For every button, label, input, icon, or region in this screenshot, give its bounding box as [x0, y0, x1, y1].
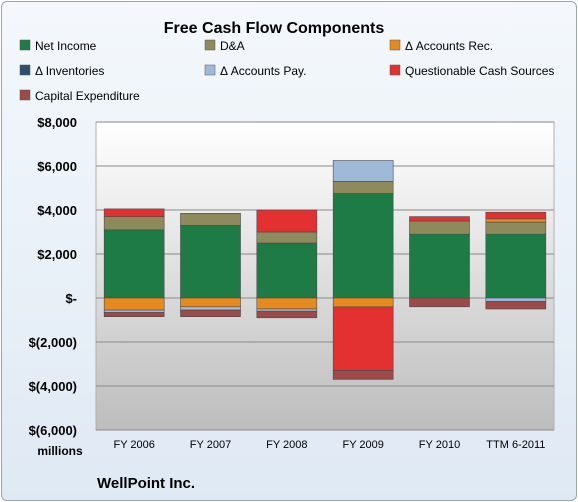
legend: Net Income D&A Δ Accounts Rec. Δ Inventorie… [19, 39, 554, 103]
y-tick-label: $8,000 [37, 115, 77, 130]
legend-label-net-income: Net Income [35, 39, 97, 53]
legend-label-inventories: Δ Inventories [35, 64, 104, 78]
x-tick-label: FY 2010 [419, 439, 460, 451]
bar-questionable-cash-sources-fy-2010 [409, 216, 470, 222]
bar-capital-expenditure-fy-2010 [409, 297, 470, 308]
legend-swatch-capital-expenditure [19, 89, 31, 101]
bar-accounts-rec-fy-2007 [180, 297, 241, 308]
bar-d-a-fy-2010 [409, 220, 470, 235]
bar-accounts-rec-fy-2008 [256, 297, 318, 310]
bar-d-a-fy-2009 [332, 181, 394, 194]
bar-d-a-fy-2007 [180, 213, 241, 226]
bar-accounts-pay-fy-2007 [180, 306, 241, 311]
legend-swatch-accounts-rec [389, 39, 401, 51]
bar-accounts-rec-fy-2006 [103, 297, 165, 311]
y-tick-label: $(6,000) [29, 423, 77, 438]
y-axis-tick-labels: $8,000 $6,000 $4,000 $2,000 $- $(2,000) $(4,00… [29, 115, 77, 438]
bar-d-a-ttm-6-2011 [485, 221, 547, 235]
legend-label-capital-expenditure: Capital Expenditure [35, 89, 140, 103]
bar-accounts-pay-fy-2006 [103, 309, 165, 313]
legend-label-accounts-pay: Δ Accounts Pay. [220, 64, 307, 78]
bar-net-income-fy-2008 [256, 242, 318, 299]
bar-questionable-cash-sources-ttm-6-2011 [485, 211, 547, 220]
bar-capital-expenditure-fy-2007 [180, 309, 241, 318]
y-tick-label: $6,000 [37, 159, 77, 174]
x-tick-label: TTM 6-2011 [486, 439, 545, 451]
y-tick-label: $4,000 [37, 203, 77, 218]
bar-net-income-fy-2010 [409, 233, 470, 299]
bar-capital-expenditure-fy-2006 [103, 311, 165, 317]
x-tick-label: FY 2006 [113, 439, 154, 451]
y-axis-unit-label: millions [37, 444, 83, 458]
y-tick-label: $(2,000) [29, 335, 77, 350]
bar-net-income-fy-2006 [103, 229, 165, 299]
legend-swatch-questionable-cash-sources [389, 64, 401, 76]
bar-questionable-cash-sources-fy-2009 [332, 306, 394, 371]
legend-label-d-a: D&A [220, 39, 245, 53]
x-tick-label: FY 2007 [190, 439, 231, 451]
bar-net-income-ttm-6-2011 [485, 233, 547, 299]
bar-net-income-fy-2007 [180, 225, 241, 299]
legend-swatch-accounts-pay [204, 64, 216, 76]
company-name: WellPoint Inc. [97, 475, 195, 492]
bar-capital-expenditure-fy-2009 [332, 370, 394, 380]
legend-swatch-inventories [19, 64, 31, 76]
bar-capital-expenditure-fy-2008 [256, 310, 318, 319]
bar-questionable-cash-sources-fy-2008 [256, 209, 318, 233]
x-tick-label: FY 2009 [342, 439, 383, 451]
legend-label-questionable-cash-sources: Questionable Cash Sources [405, 64, 554, 78]
y-tick-label: $2,000 [37, 247, 77, 262]
chart-title: Free Cash Flow Components [164, 20, 385, 37]
bar-accounts-rec-ttm-6-2011 [485, 218, 547, 223]
bar-d-a-fy-2008 [256, 231, 318, 244]
bar-d-a-fy-2006 [103, 216, 165, 231]
gridlines [96, 121, 554, 431]
bar-accounts-pay-ttm-6-2011 [485, 297, 547, 302]
bar-accounts-rec-fy-2009 [332, 297, 394, 308]
bars [103, 160, 547, 380]
bar-net-income-fy-2009 [332, 193, 394, 299]
bar-capital-expenditure-ttm-6-2011 [485, 300, 547, 310]
legend-swatch-net-income [19, 39, 31, 51]
legend-label-accounts-rec: Δ Accounts Rec. [405, 39, 493, 53]
x-axis-tick-labels: FY 2006 FY 2007 FY 2008 FY 2009 FY 2010 TTM 6… [113, 439, 545, 451]
x-tick-label: FY 2008 [266, 439, 307, 451]
bar-accounts-pay-fy-2009 [332, 160, 394, 182]
bar-accounts-pay-fy-2008 [256, 308, 318, 312]
y-tick-label: $- [65, 291, 77, 306]
y-tick-label: $(4,000) [29, 379, 77, 394]
bar-questionable-cash-sources-fy-2006 [103, 208, 165, 217]
legend-swatch-d-a [204, 39, 216, 51]
plot-area [95, 121, 555, 431]
